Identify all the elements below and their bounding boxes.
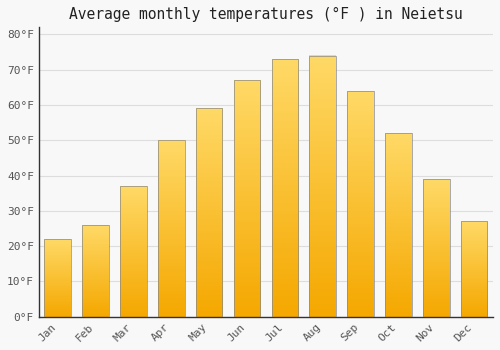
Bar <box>82 225 109 317</box>
Bar <box>423 179 450 317</box>
Title: Average monthly temperatures (°F ) in Neietsu: Average monthly temperatures (°F ) in Ne… <box>69 7 463 22</box>
Bar <box>385 133 411 317</box>
Bar <box>310 56 336 317</box>
Bar <box>158 140 184 317</box>
Bar <box>196 108 222 317</box>
Bar <box>44 239 71 317</box>
Bar <box>272 59 298 317</box>
Bar <box>234 80 260 317</box>
Bar <box>120 186 146 317</box>
Bar <box>461 222 487 317</box>
Bar <box>348 91 374 317</box>
